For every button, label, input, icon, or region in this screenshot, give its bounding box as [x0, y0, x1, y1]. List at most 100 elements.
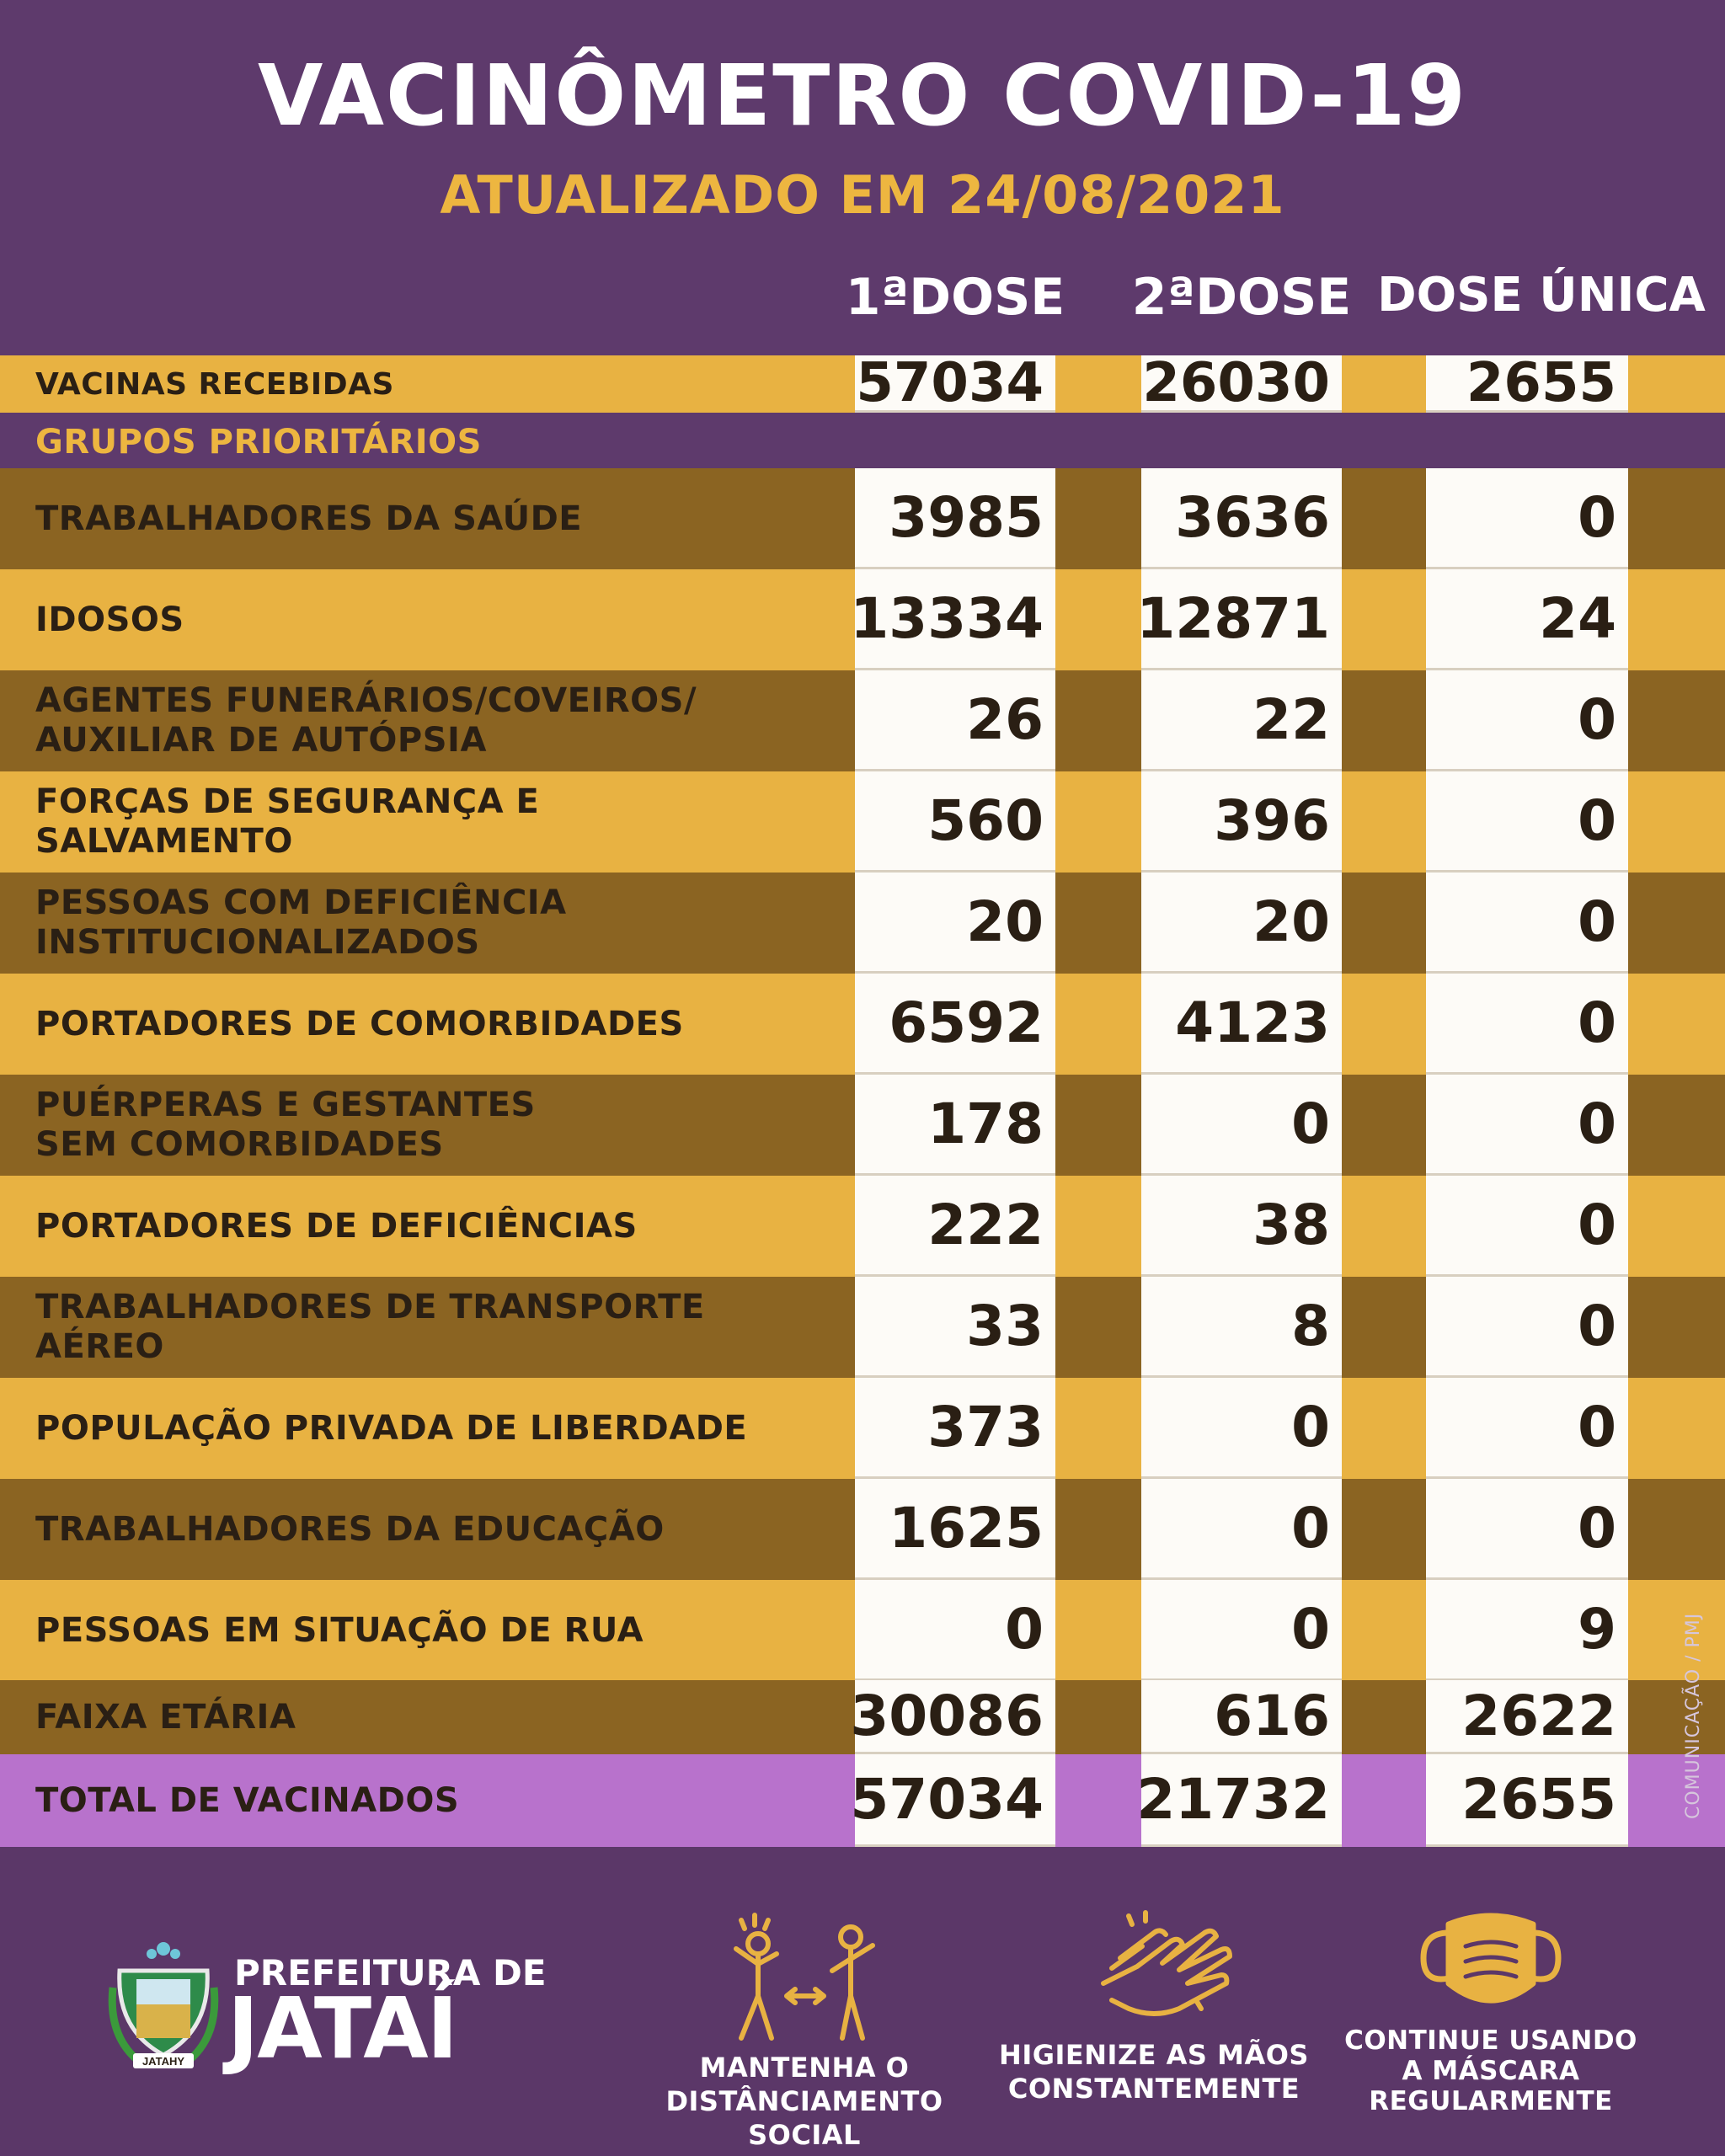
received-row: VACINAS RECEBIDAS 57034 26030 2655	[0, 352, 1725, 414]
dose1-cell: 3985	[855, 468, 1055, 569]
face-mask-icon	[1420, 1913, 1562, 2004]
received-label: VACINAS RECEBIDAS	[35, 366, 394, 402]
row-label: AGENTES FUNERÁRIOS/COVEIROS/AUXILIAR DE …	[35, 670, 697, 771]
age-single: 2622	[1426, 1680, 1628, 1754]
dose1-cell: 13334	[850, 569, 1055, 670]
row-label: PESSOAS EM SITUAÇÃO DE RUA	[35, 1580, 644, 1681]
row-label: FORÇAS DE SEGURANÇA E SALVAMENTO	[35, 771, 539, 873]
dose2-cell: 4123	[1141, 974, 1342, 1075]
table-row: AGENTES FUNERÁRIOS/COVEIROS/AUXILIAR DE …	[0, 670, 1725, 771]
tip-distancing: MANTENHA O DISTÂNCIAMENTO SOCIAL	[665, 2052, 943, 2151]
row-label-line: PORTADORES DE COMORBIDADES	[35, 1004, 684, 1043]
dose2-cell: 12871	[1136, 569, 1342, 670]
dose2-cell: 8	[1141, 1277, 1342, 1378]
row-label: PESSOAS COM DEFICIÊNCIA INSTITUCIONALIZAD…	[35, 873, 567, 974]
age-dose1: 30086	[850, 1680, 1055, 1754]
row-label: TRABALHADORES DE TRANSPORTE AÉREO	[35, 1277, 705, 1378]
row-label-line: AÉREO	[35, 1327, 164, 1366]
row-label-line: FORÇAS DE SEGURANÇA E	[35, 782, 540, 821]
dose2-cell: 3636	[1141, 468, 1342, 569]
dose2-cell: 0	[1141, 1479, 1342, 1580]
row-label-line: PESSOAS EM SITUAÇÃO DE RUA	[35, 1610, 644, 1650]
total-label: TOTAL DE VACINADOS	[35, 1780, 460, 1820]
row-label-line: PESSOAS COM DEFICIÊNCIA	[35, 883, 567, 922]
dose2-cell: 38	[1141, 1176, 1342, 1277]
dose1-cell: 6592	[855, 974, 1055, 1075]
groups-label: GRUPOS PRIORITÁRIOS	[35, 423, 482, 462]
single-dose-cell: 0	[1426, 974, 1628, 1075]
single-dose-cell: 0	[1426, 1277, 1628, 1378]
dose1-cell: 178	[855, 1075, 1055, 1176]
footer	[0, 1847, 1725, 2156]
table-row: PUÉRPERAS E GESTANTES SEM COMORBIDADES 178…	[0, 1075, 1725, 1176]
logo-line2: JATAÍ	[227, 1979, 458, 2078]
dose1-cell: 373	[855, 1378, 1055, 1479]
received-dose1: 57034	[855, 352, 1055, 414]
page-subtitle: ATUALIZADO EM 24/08/2021	[440, 164, 1285, 226]
dose2-cell: 396	[1141, 771, 1342, 873]
single-dose-cell: 0	[1426, 1378, 1628, 1479]
dose1-cell: 20	[855, 873, 1055, 974]
row-label-line: AUXILIAR DE AUTÓPSIA	[35, 721, 487, 760]
age-label: FAIXA ETÁRIA	[35, 1697, 296, 1737]
city-crest-icon: JATAHY	[108, 1942, 219, 2068]
total-row: TOTAL DE VACINADOS 57034 21732 2655	[0, 1754, 1725, 1847]
total-dose1: 57034	[850, 1754, 1055, 1847]
crest-text: JATAHY	[142, 2055, 184, 2068]
table-row: TRABALHADORES DA EDUCAÇÃO 1625 0 0	[0, 1479, 1725, 1580]
table-row: PESSOAS EM SITUAÇÃO DE RUA 0 0 9	[0, 1580, 1725, 1681]
row-label-line: TRABALHADORES DA EDUCAÇÃO	[35, 1509, 665, 1549]
dose2-cell: 0	[1141, 1075, 1342, 1176]
row-label: TRABALHADORES DA EDUCAÇÃO	[35, 1479, 665, 1580]
row-label-line: AGENTES FUNERÁRIOS/COVEIROS/	[35, 681, 697, 720]
column-header-dose1: 1ªDOSE	[845, 268, 1065, 327]
column-header-dose2: 2ªDOSE	[1131, 268, 1352, 327]
row-label-line: POPULAÇÃO PRIVADA DE LIBERDADE	[35, 1408, 748, 1448]
row-label-line: SALVAMENTO	[35, 822, 293, 861]
table-row: PORTADORES DE COMORBIDADES 6592 4123 0	[0, 974, 1725, 1075]
dose1-cell: 222	[855, 1176, 1055, 1277]
row-label-line: INSTITUCIONALIZADOS	[35, 923, 480, 962]
credit-text: COMUNICAÇÃO / PMJ	[1683, 1612, 1704, 1819]
table-row: PORTADORES DE DEFICIÊNCIAS 222 38 0	[0, 1176, 1725, 1277]
dose2-cell: 0	[1141, 1580, 1342, 1681]
single-dose-cell: 24	[1426, 569, 1628, 670]
row-label: PUÉRPERAS E GESTANTES SEM COMORBIDADES	[35, 1075, 536, 1176]
table-row: TRABALHADORES DA SAÚDE 3985 3636 0	[0, 468, 1725, 569]
tip-hand-washing: HIGIENIZE AS MÃOS CONSTANTEMENTE	[999, 2039, 1309, 2105]
dose1-cell: 0	[855, 1580, 1055, 1681]
row-label-line: SEM COMORBIDADES	[35, 1125, 444, 1164]
dose1-cell: 560	[855, 771, 1055, 873]
single-dose-cell: 0	[1426, 1176, 1628, 1277]
social-distancing-icon	[734, 1913, 875, 2041]
page-title: VACINÔMETRO COVID-19	[258, 46, 1467, 145]
single-dose-cell: 0	[1426, 771, 1628, 873]
dose2-cell: 0	[1141, 1378, 1342, 1479]
single-dose-cell: 0	[1426, 468, 1628, 569]
total-single: 2655	[1426, 1754, 1628, 1847]
dose2-cell: 20	[1141, 873, 1342, 974]
received-dose2: 26030	[1141, 352, 1342, 414]
table-row: TRABALHADORES DE TRANSPORTE AÉREO 33 8 0	[0, 1277, 1725, 1378]
age-row: FAIXA ETÁRIA 30086 616 2622	[0, 1680, 1725, 1754]
row-label: PORTADORES DE COMORBIDADES	[35, 974, 684, 1075]
row-label-line: IDOSOS	[35, 600, 184, 639]
single-dose-cell: 0	[1426, 1479, 1628, 1580]
row-label-line: PUÉRPERAS E GESTANTES	[35, 1086, 536, 1124]
table-row: PESSOAS COM DEFICIÊNCIA INSTITUCIONALIZAD…	[0, 873, 1725, 974]
table-row: FORÇAS DE SEGURANÇA E SALVAMENTO 560 396 0	[0, 771, 1725, 873]
column-header-single: DOSE ÚNICA	[1377, 268, 1706, 323]
single-dose-cell: 9	[1426, 1580, 1628, 1681]
dose1-cell: 26	[855, 670, 1055, 771]
row-label-line: TRABALHADORES DA SAÚDE	[35, 499, 583, 538]
tip-mask: CONTINUE USANDO A MÁSCARA REGULARMENTE	[1344, 2025, 1637, 2116]
row-label-line: PORTADORES DE DEFICIÊNCIAS	[35, 1206, 638, 1246]
received-single: 2655	[1426, 352, 1628, 414]
table-row: POPULAÇÃO PRIVADA DE LIBERDADE 373 0 0	[0, 1378, 1725, 1479]
logo-line1: PREFEITURA DE	[234, 1952, 547, 1993]
single-dose-cell: 0	[1426, 1075, 1628, 1176]
dose1-cell: 1625	[855, 1479, 1055, 1580]
row-label: TRABALHADORES DA SAÚDE	[35, 468, 582, 569]
age-dose2: 616	[1141, 1680, 1342, 1754]
total-dose2: 21732	[1136, 1754, 1342, 1847]
